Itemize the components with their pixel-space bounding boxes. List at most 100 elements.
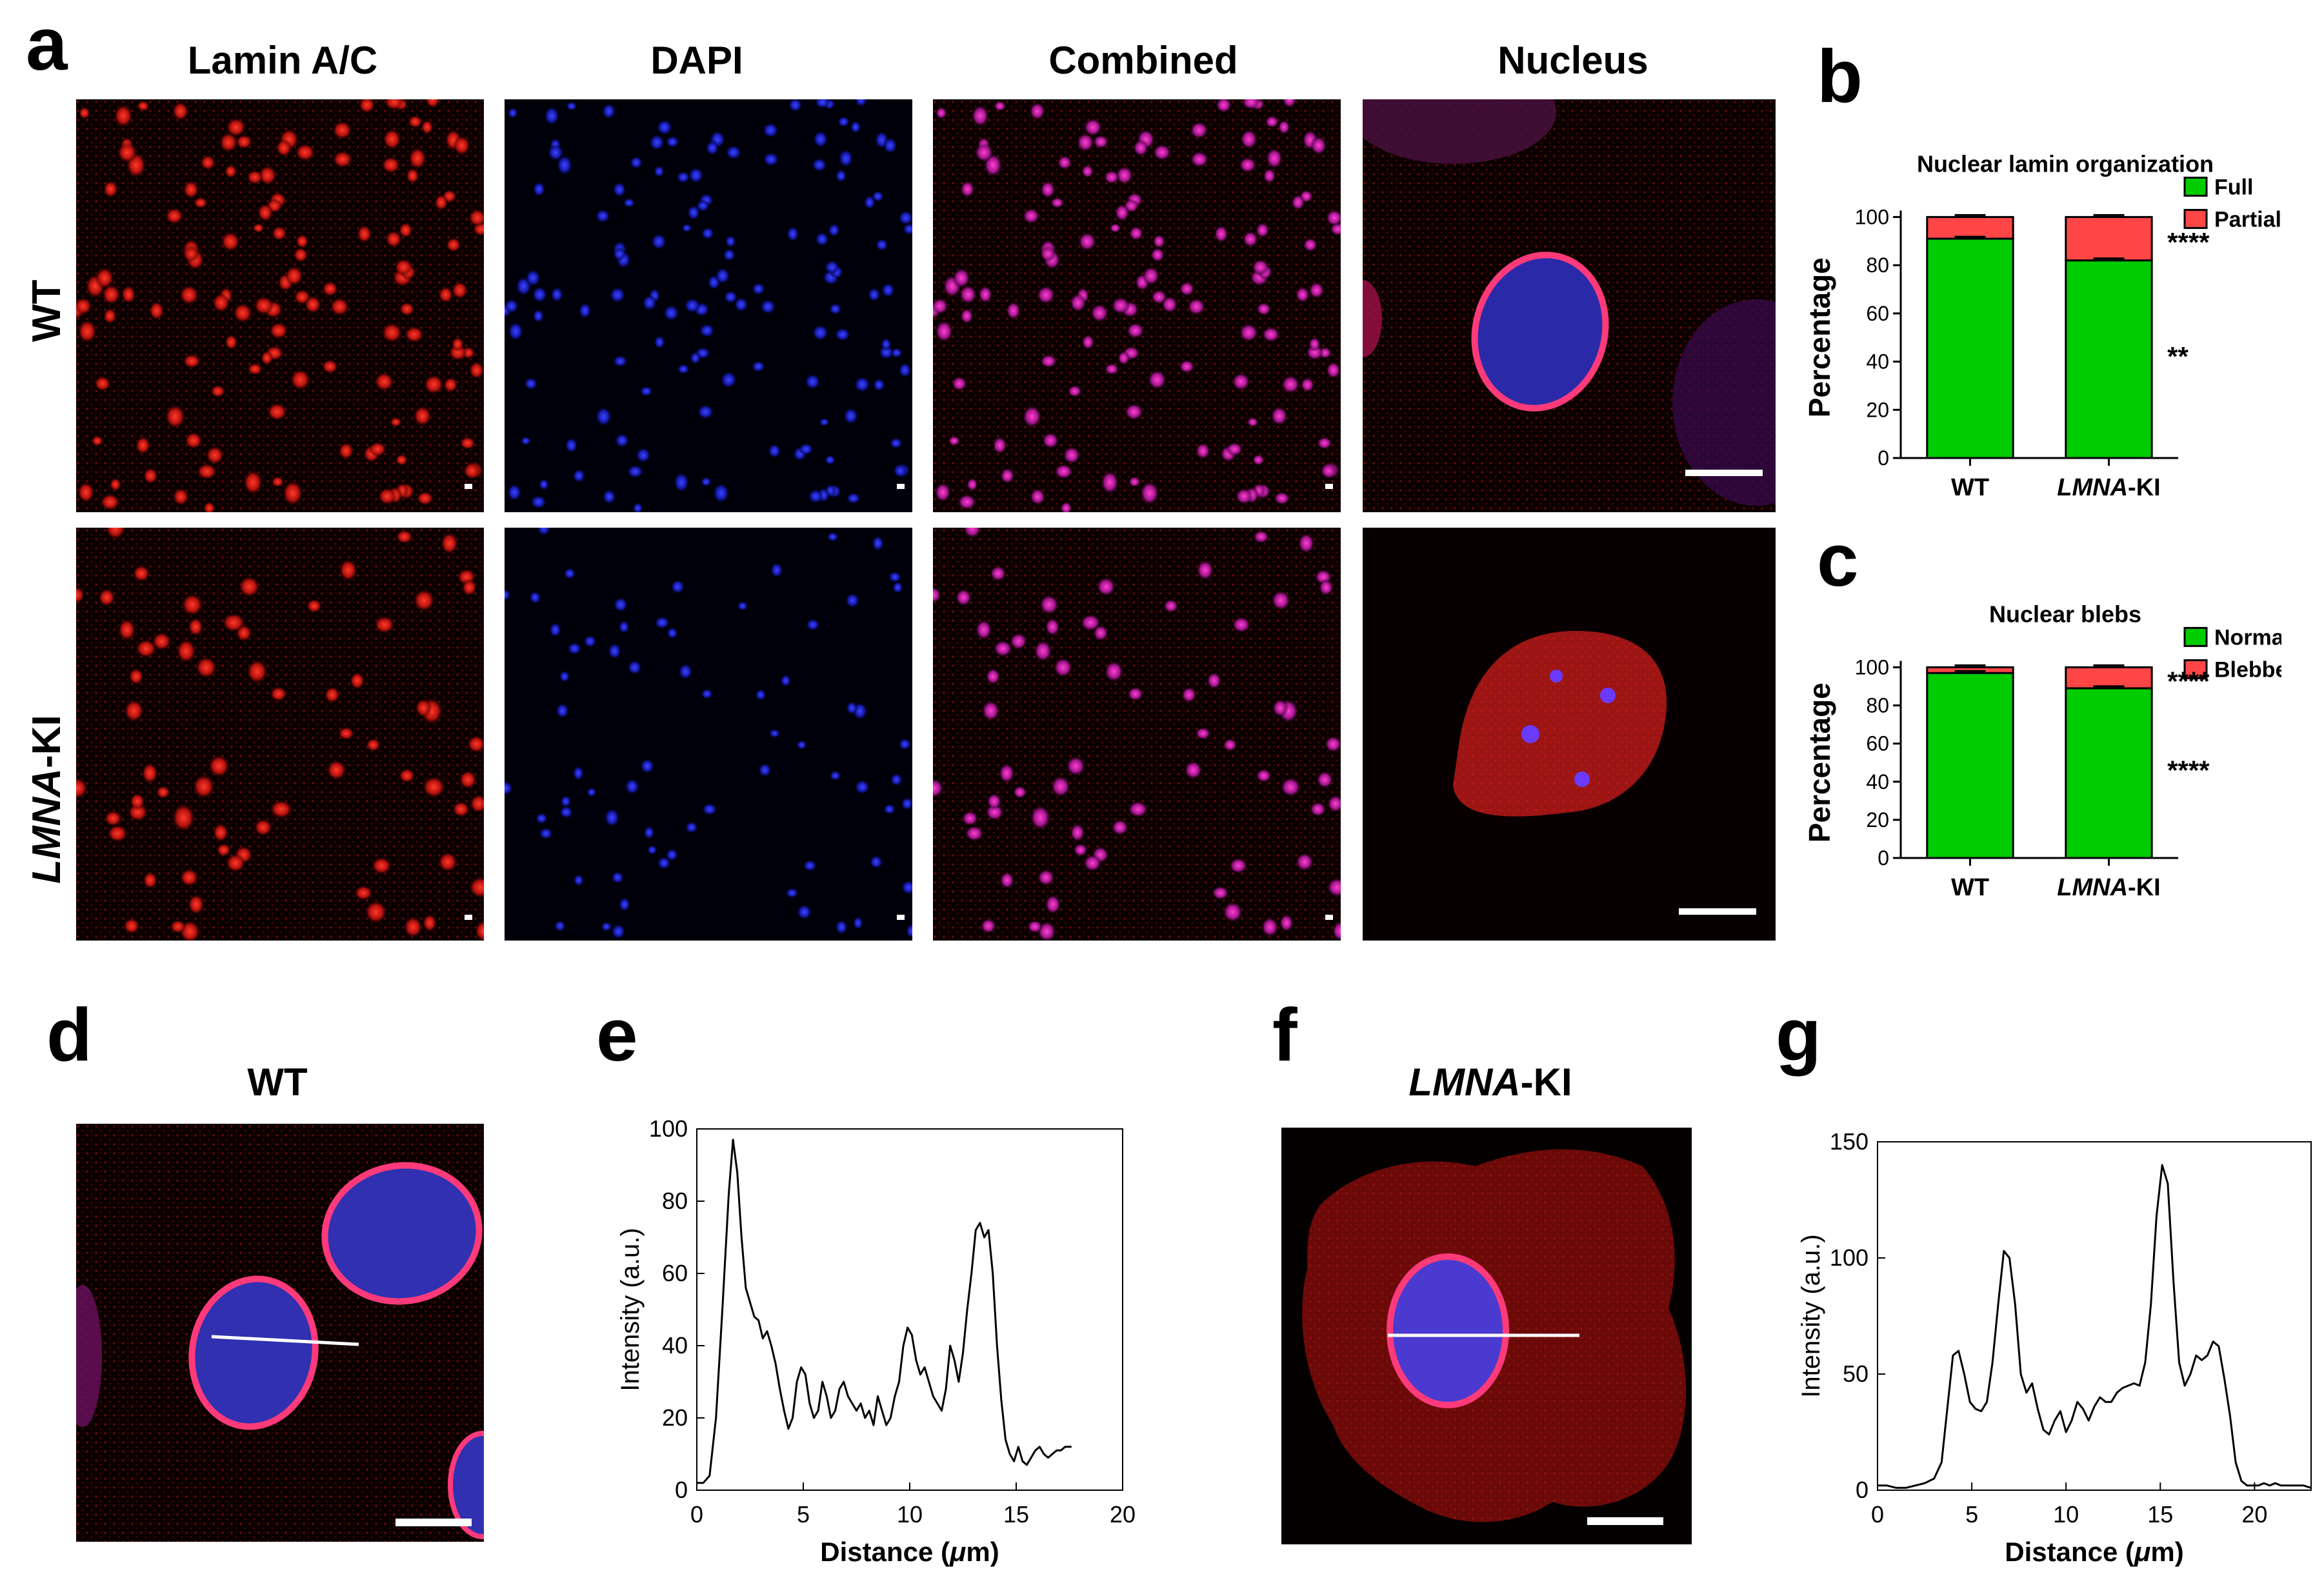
legend-swatch — [2183, 208, 2208, 229]
micrograph-d-wt-nucleus — [76, 1124, 484, 1542]
x-tick-label: 20 — [2241, 1501, 2267, 1528]
bar-segment-blebbed — [2065, 666, 2153, 690]
column-title-nucleus: Nucleus — [1498, 39, 1648, 82]
x-tick-label: WT — [1951, 874, 1989, 901]
y-tick-label: 100 — [649, 1115, 688, 1142]
y-tick-label: 80 — [662, 1188, 688, 1214]
x-tick-label: LMNA-KI — [2057, 474, 2160, 501]
micrograph-wt-nucleus — [1363, 99, 1776, 512]
panel-letter-c: c — [1817, 518, 1859, 602]
chart-title: Nuclear blebs — [1989, 601, 2141, 627]
y-tick-label: 40 — [1866, 770, 1889, 793]
scale-bar — [897, 484, 905, 489]
micrograph-wt-lamin — [76, 99, 484, 512]
y-axis-label: Percentage — [1803, 683, 1836, 842]
y-tick-label: 50 — [1843, 1361, 1868, 1387]
legend-label: Normal — [2214, 625, 2281, 650]
significance-stars: **** — [2167, 666, 2210, 697]
x-tick-label: 15 — [2147, 1501, 2173, 1528]
column-title-lamin: Lamin A/C — [187, 39, 378, 82]
micrograph-f-ki-nucleus — [1281, 1128, 1692, 1544]
legend-swatch — [2183, 659, 2208, 679]
y-tick-label: 60 — [662, 1260, 688, 1286]
panel-letter-g: g — [1776, 993, 1821, 1077]
scale-bar — [1325, 484, 1333, 489]
y-tick-label: 20 — [1866, 808, 1889, 832]
panel-letter-d: d — [46, 993, 92, 1077]
bar-segment-full — [2065, 259, 2153, 459]
column-title-dapi: DAPI — [650, 39, 743, 82]
stacked-bar-chart-c: Nuclear blebs Percentage 0 20 40 60 80 100 WT LMN… — [1803, 601, 2281, 901]
y-tick-label: 20 — [1866, 398, 1889, 421]
y-axis-label: Intensity (a.u.) — [616, 1228, 645, 1391]
x-tick-label: 20 — [1110, 1501, 1136, 1528]
y-tick-label: 0 — [1878, 846, 1889, 870]
scale-bar — [897, 915, 905, 920]
y-axis-label: Intensity (a.u.) — [1797, 1234, 1825, 1397]
scale-bar — [465, 484, 472, 489]
micrograph-ki-combined — [933, 528, 1341, 941]
row-label-wt: WT — [25, 279, 69, 342]
bar-segment-partial — [2065, 215, 2153, 262]
x-tick-label: 10 — [2053, 1501, 2079, 1528]
plot-frame — [696, 1128, 1123, 1491]
y-tick-label: 0 — [1878, 446, 1889, 470]
line-chart-e: 0 5 10 15 20 0 20 40 60 80 100 Distance (μm) Intensi… — [616, 1115, 1136, 1567]
y-axis-label: Percentage — [1803, 257, 1836, 417]
y-tick-label: 0 — [1856, 1477, 1868, 1503]
y-tick-label: 60 — [1866, 302, 1889, 325]
stacked-bar-chart-b: Nuclear lamin organization Percentage 0 20 4… — [1803, 150, 2281, 501]
x-axis-label: Distance (μm) — [820, 1537, 999, 1567]
y-tick-label: 100 — [1855, 205, 1889, 228]
x-tick-label: WT — [1951, 474, 1989, 501]
x-tick-label: 5 — [1965, 1501, 1978, 1528]
legend-swatch — [2183, 176, 2208, 197]
scale-bar — [465, 915, 472, 920]
y-tick-label: 150 — [1830, 1128, 1868, 1155]
panel-letter-e: e — [596, 993, 638, 1077]
y-tick-label: 40 — [1866, 350, 1889, 374]
micrograph-ki-lamin — [76, 528, 484, 941]
significance-stars: ** — [2167, 341, 2189, 372]
chart-title: Nuclear lamin organization — [1917, 150, 2214, 177]
micrograph-ki-dapi — [505, 528, 912, 941]
bar-segment-normal — [1926, 672, 2014, 859]
legend-label: Partial — [2214, 207, 2281, 232]
x-tick-label: 5 — [797, 1501, 810, 1528]
bar-segment-full — [1926, 237, 2014, 459]
x-tick-label: 0 — [1871, 1501, 1884, 1528]
panel-letter-b: b — [1817, 34, 1863, 118]
scale-bar — [1685, 470, 1763, 476]
significance-stars: **** — [2167, 227, 2210, 257]
plot-frame — [1877, 1141, 2312, 1491]
scale-bar — [1325, 915, 1333, 920]
y-tick-label: 0 — [675, 1477, 688, 1503]
legend-label: Full — [2214, 175, 2253, 199]
panel-letter-f: f — [1272, 993, 1297, 1077]
intensity-profile-line — [697, 1139, 1072, 1484]
x-axis-label: Distance (μm) — [2005, 1537, 2183, 1567]
y-tick-label: 100 — [1830, 1244, 1868, 1271]
line-chart-g: 0 5 10 15 20 0 50 100 150 Distance (μm) Intensity … — [1797, 1128, 2312, 1567]
y-tick-label: 60 — [1866, 732, 1889, 755]
y-tick-label: 20 — [662, 1404, 688, 1431]
x-tick-label: 15 — [1003, 1501, 1029, 1528]
micrograph-ki-nucleus — [1363, 528, 1776, 941]
micrograph-wt-combined — [933, 99, 1341, 512]
legend-swatch — [2183, 626, 2208, 647]
panel-letter-a: a — [26, 2, 68, 86]
significance-stars: **** — [2167, 755, 2210, 785]
bar-segment-partial — [1926, 215, 2014, 240]
row-label-lmna-ki: LMNA-KI — [25, 715, 69, 884]
y-tick-label: 40 — [662, 1332, 688, 1359]
x-tick-label: 10 — [897, 1501, 923, 1528]
y-tick-label: 80 — [1866, 254, 1889, 277]
y-tick-label: 100 — [1855, 655, 1889, 679]
intensity-profile-line — [1878, 1164, 2312, 1489]
bar-segment-normal — [2065, 687, 2153, 859]
panel-d-title: WT — [247, 1061, 308, 1104]
x-tick-label: 0 — [690, 1501, 703, 1528]
micrograph-wt-dapi — [505, 99, 912, 512]
legend-label: Blebbed — [2214, 657, 2281, 682]
panel-f-title: LMNA-KI — [1408, 1061, 1572, 1104]
